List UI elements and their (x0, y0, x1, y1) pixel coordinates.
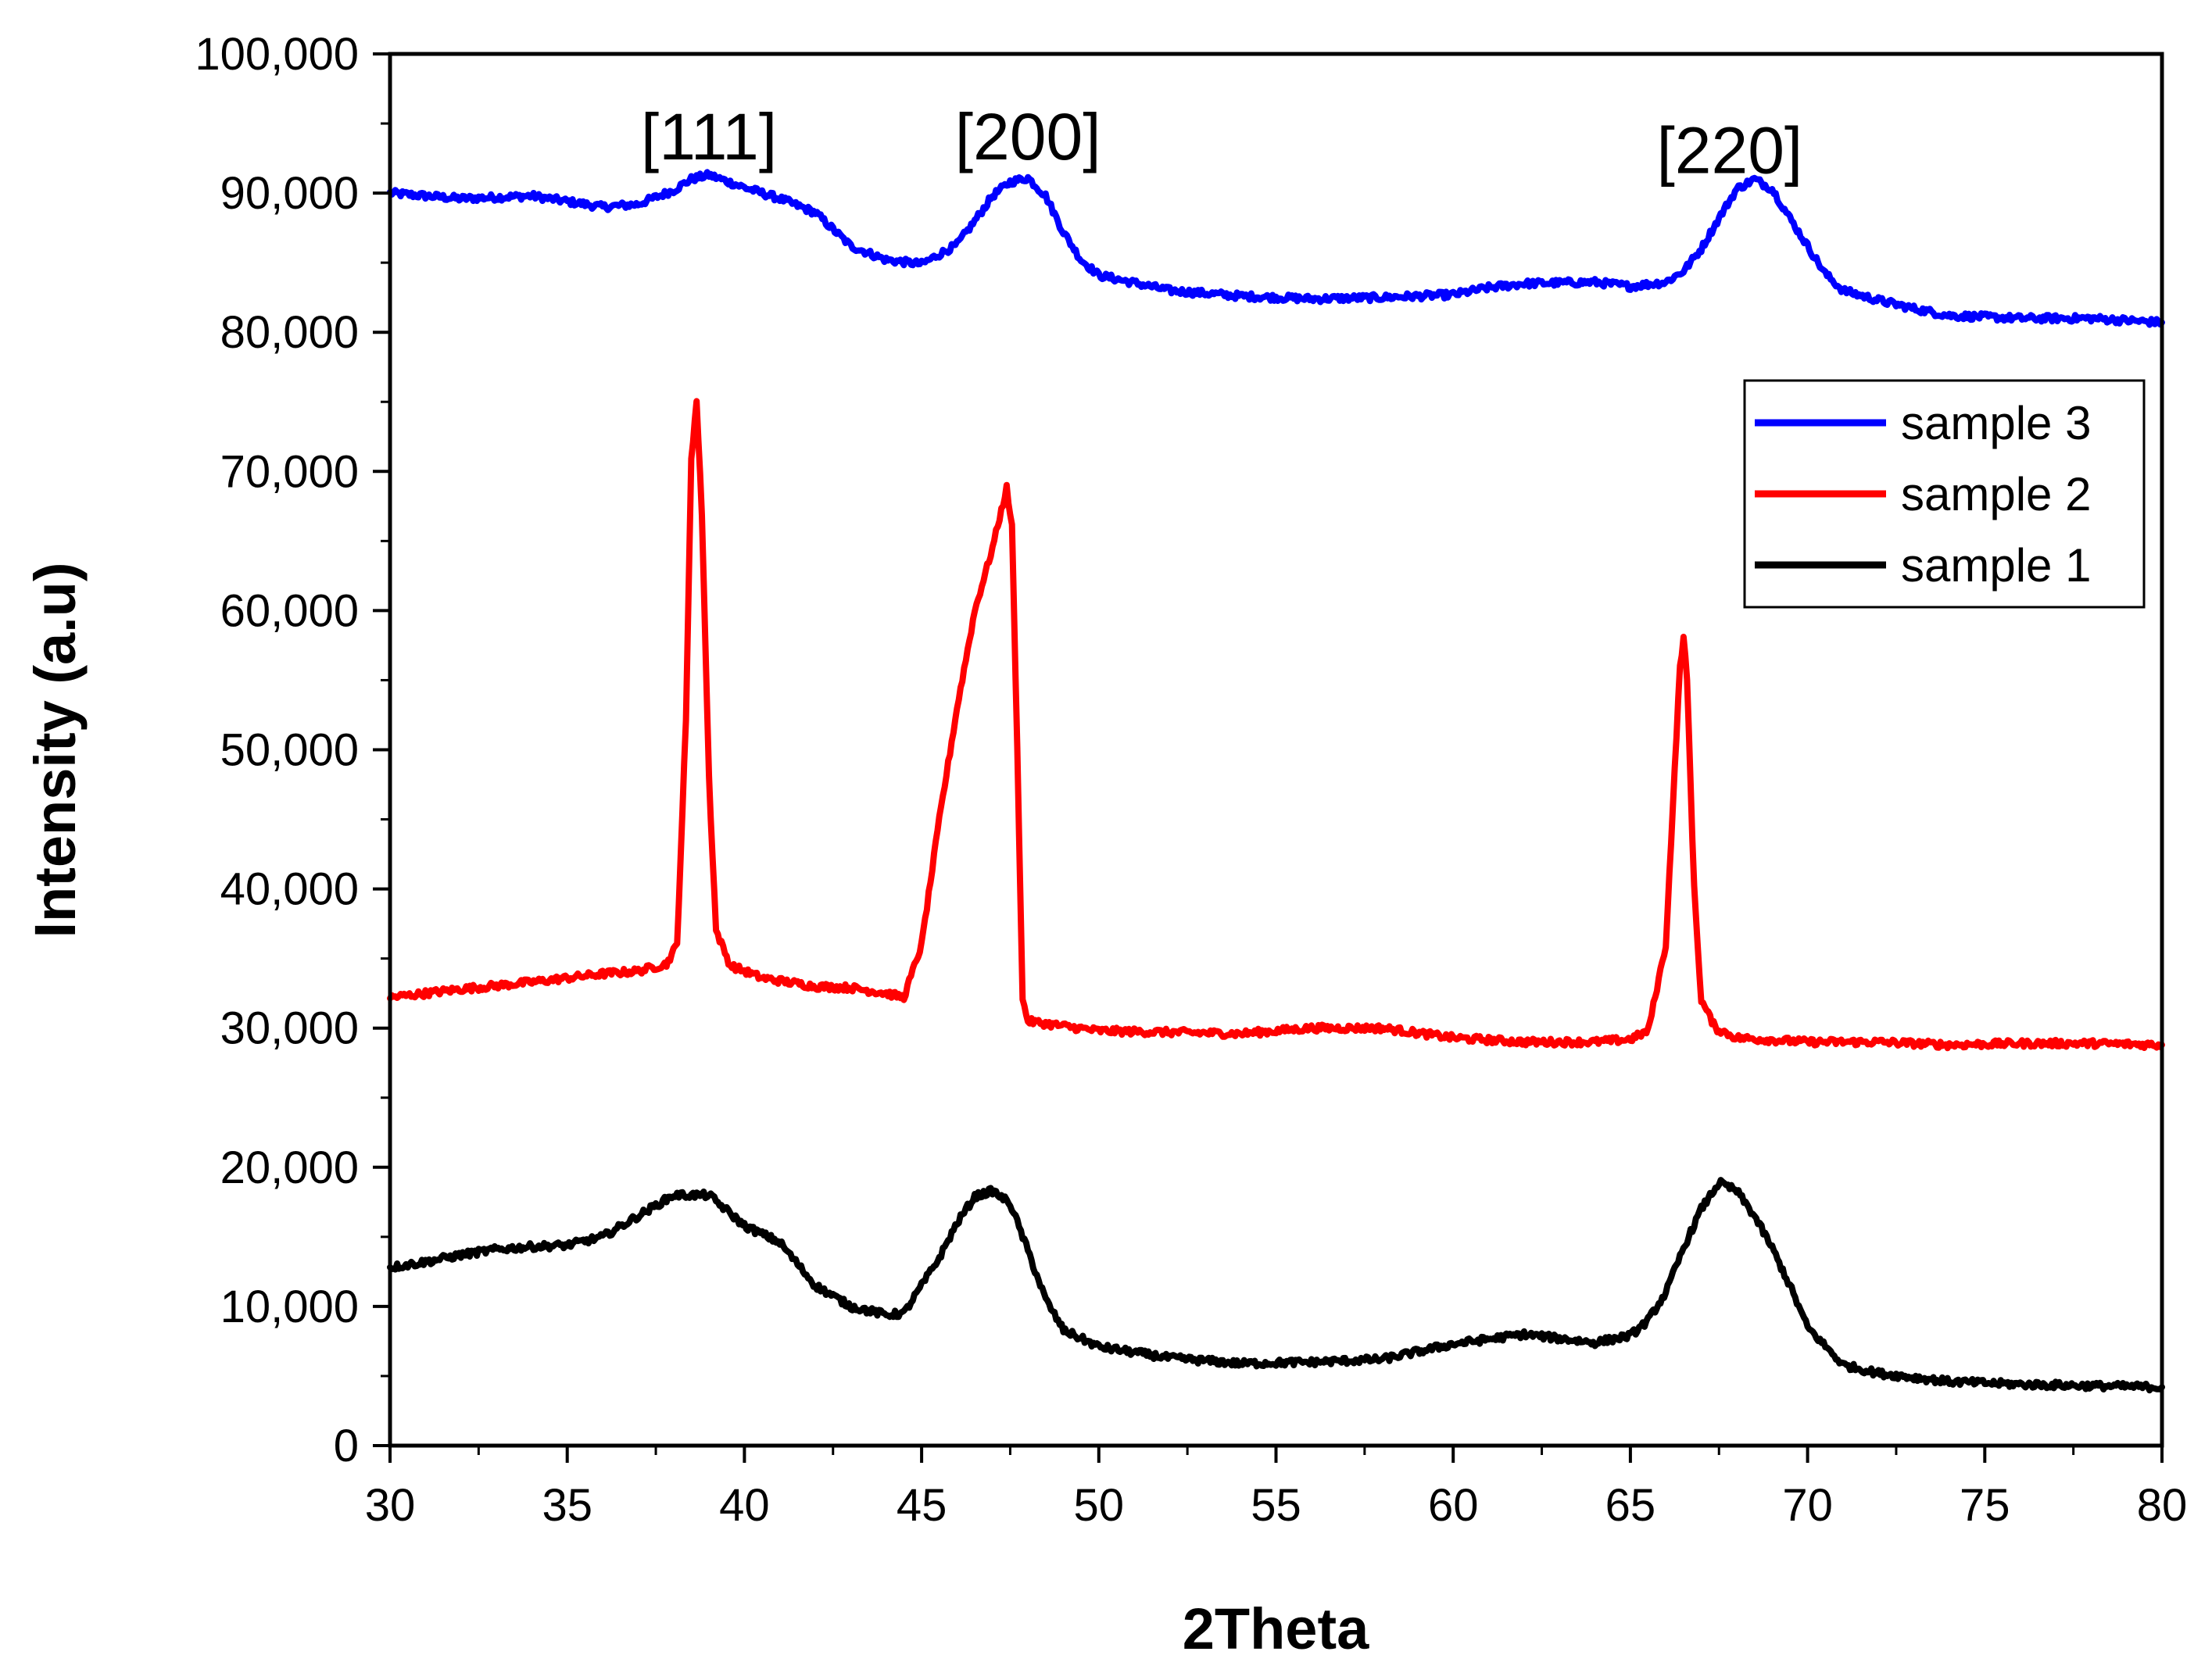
x-tick-label: 65 (1605, 1480, 1656, 1531)
x-tick-label: 55 (1251, 1480, 1301, 1531)
x-tick-label: 50 (1074, 1480, 1125, 1531)
x-tick-label: 70 (1782, 1480, 1833, 1531)
annotation-layer: [111] [200] [220] (641, 100, 1802, 188)
y-tick-label: 40,000 (220, 864, 359, 915)
y-tick-label: 50,000 (220, 725, 359, 776)
y-tick-label: 10,000 (220, 1282, 359, 1332)
x-tick-label: 80 (2137, 1480, 2188, 1531)
series-line-sample-3 (387, 169, 2165, 328)
y-tick-label: 80,000 (220, 307, 359, 358)
legend-label-sample-2: sample 2 (1901, 468, 2091, 520)
legend-label-sample-3: sample 3 (1901, 397, 2091, 449)
x-tick-label: 35 (542, 1480, 592, 1531)
series-line-sample-2 (387, 398, 2165, 1052)
y-tick-label: 90,000 (220, 168, 359, 219)
y-tick-label: 30,000 (220, 1003, 359, 1054)
y-tick-label: 0 (334, 1421, 359, 1471)
series-line-sample-1 (387, 1177, 2165, 1394)
tick-layer (373, 52, 2164, 1463)
y-axis-title: Intensity (a.u) (23, 562, 88, 938)
legend-label-sample-1: sample 1 (1901, 539, 2091, 592)
peak-annotation: [111] (641, 100, 777, 173)
peak-annotation: [220] (1656, 114, 1802, 188)
x-tick-label: 45 (897, 1480, 947, 1531)
peak-annotation: [200] (955, 100, 1101, 173)
y-tick-label: 100,000 (195, 29, 359, 80)
x-axis-title: 2Theta (1183, 1596, 1369, 1661)
x-tick-label: 40 (719, 1480, 770, 1531)
y-tick-label: 60,000 (220, 585, 359, 636)
series-layer (387, 169, 2165, 1394)
x-tick-label: 30 (365, 1480, 416, 1531)
x-tick-label: 75 (1960, 1480, 2010, 1531)
legend: sample 3 sample 2 sample 1 (1743, 379, 2146, 609)
x-tick-label: 60 (1428, 1480, 1479, 1531)
y-tick-label: 20,000 (220, 1142, 359, 1193)
y-tick-label: 70,000 (220, 446, 359, 497)
tick-label-layer: 30 35 40 45 50 55 60 65 70 75 80 0 10,000 20,000 30,00… (195, 29, 2187, 1531)
